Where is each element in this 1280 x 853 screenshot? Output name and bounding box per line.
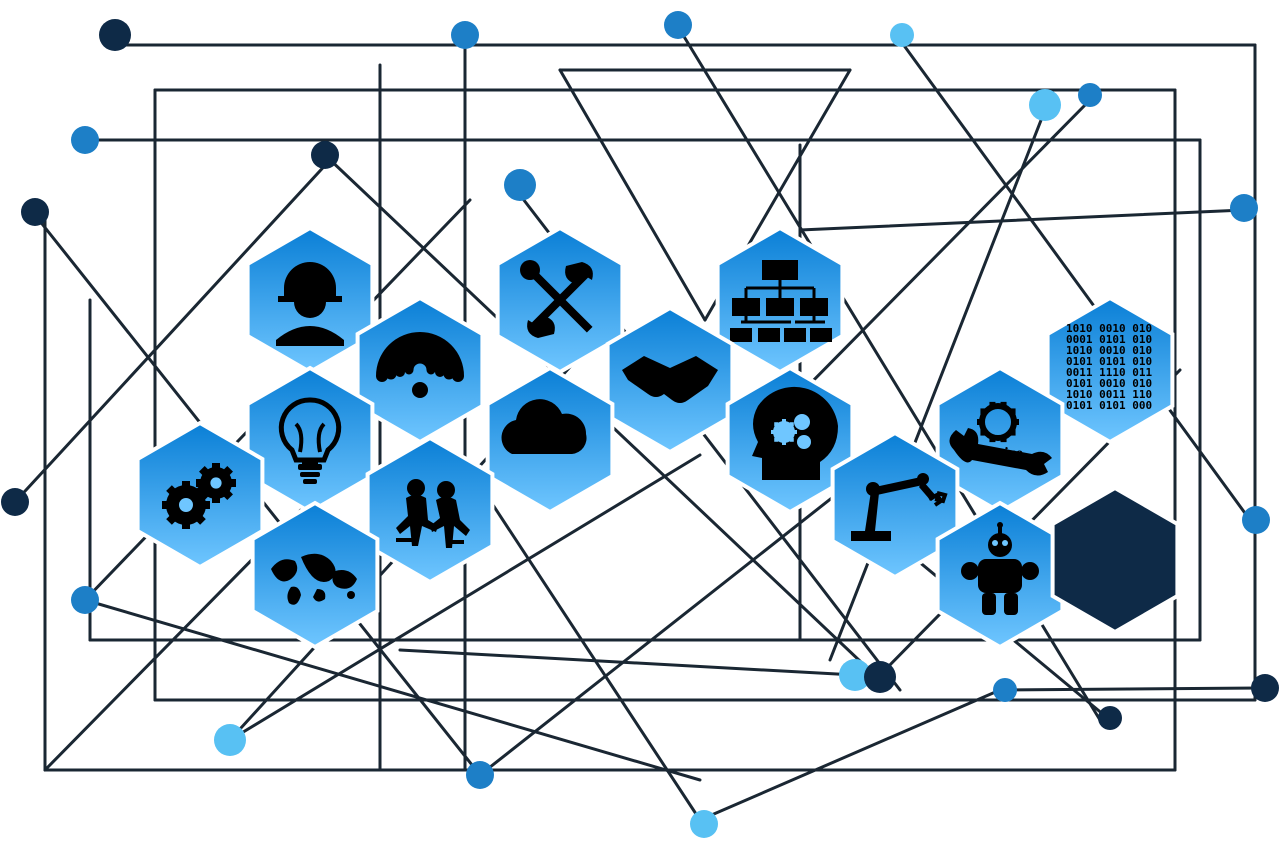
bulb-icon — [248, 368, 373, 512]
binary-icon: 1010 0010 0100001 0101 0101010 0010 0100… — [1048, 298, 1173, 442]
node-dot — [71, 586, 99, 614]
node-dot — [1230, 194, 1258, 222]
node-dot — [311, 141, 339, 169]
node-dot — [466, 761, 494, 789]
svg-text:0101 0101 000: 0101 0101 000 — [1066, 399, 1152, 412]
node-dot — [1, 488, 29, 516]
node-dot — [864, 661, 896, 693]
worker-icon — [248, 228, 373, 372]
people-icon — [368, 438, 493, 582]
node-dot — [993, 678, 1017, 702]
node-dot — [664, 11, 692, 39]
node-dot — [1098, 706, 1122, 730]
node-dot — [1029, 89, 1061, 121]
handshake-icon — [608, 308, 733, 452]
navydot-icon — [1053, 488, 1178, 632]
node-dot — [1078, 83, 1102, 107]
svg-text:Service: Service — [973, 445, 1023, 462]
cloud-icon — [488, 368, 613, 512]
tools-icon — [498, 228, 623, 372]
orgchart-icon — [718, 228, 843, 372]
network-diagram: 1010 0010 0100001 0101 0101010 0010 0100… — [0, 0, 1280, 853]
node-dot — [451, 21, 479, 49]
node-dot — [1251, 674, 1279, 702]
node-dot — [504, 169, 536, 201]
node-dot — [21, 198, 49, 226]
worldmap-icon — [253, 503, 378, 647]
node-dot — [214, 724, 246, 756]
node-dot — [690, 810, 718, 838]
hexagon-cluster: 1010 0010 0100001 0101 0101010 0010 0100… — [138, 228, 1178, 647]
node-dot — [1242, 506, 1270, 534]
node-dot — [890, 23, 914, 47]
node-dot — [71, 126, 99, 154]
node-dot — [99, 19, 131, 51]
